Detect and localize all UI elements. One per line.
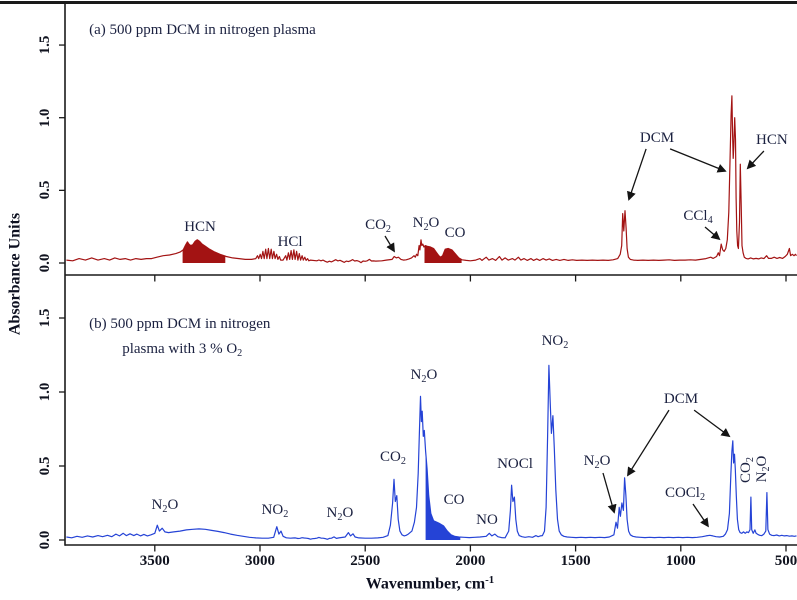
panel-a-label-co2: CO2 <box>365 217 391 236</box>
panel-b-label-co: CO <box>443 492 465 509</box>
panel-a-trace-group <box>66 95 797 264</box>
panel-b-label-no: NO <box>476 512 498 529</box>
panel-b-trace-group <box>66 364 797 540</box>
x-tick-label-1500: 1500 <box>560 553 591 570</box>
x-tick-label-1000: 1000 <box>665 553 696 570</box>
panel-a-label-ccl4: CCl4 <box>683 208 713 227</box>
x-tick-label-3000: 3000 <box>245 553 275 570</box>
panel-b-label-co2: CO2 <box>380 449 406 468</box>
panel-b-label-no2: NO2 <box>541 333 569 352</box>
x-axis-title: Wavenumber, cm-1 <box>365 573 495 593</box>
panel-b-arrow-cocl2-0 <box>692 503 709 528</box>
x-tick-label-2000: 2000 <box>455 553 486 570</box>
panel-a-label-n2o: N2O <box>412 215 440 234</box>
panel-a-band-fill-1 <box>424 245 462 263</box>
panel-a-arrow-hcn-0 <box>746 150 765 170</box>
x-tick-label-2500: 2500 <box>350 553 381 570</box>
x-tick-label-3500: 3500 <box>139 553 170 570</box>
panel-b-title-line-2: plasma with 3 % O2 <box>122 340 243 359</box>
y-tick-label-a-0.5: 0.5 <box>37 180 54 200</box>
panel-a-band-fill-0 <box>182 239 226 263</box>
panel-b-label-n2o: N2O <box>754 455 773 483</box>
panel-b-label-dcm: DCM <box>663 391 699 408</box>
panel-a-label-hcn: HCN <box>184 219 216 236</box>
panel-b-label-nocl: NOCl <box>497 456 533 473</box>
panel-b-arrow-n2o-0 <box>602 472 617 514</box>
y-tick-label-b-1.0: 1.0 <box>37 382 54 402</box>
panel-a-arrow-ccl4-0 <box>704 226 721 241</box>
y-tick-label-b-0.0: 0.0 <box>37 530 54 550</box>
panel-b-arrow-dcm-1 <box>693 409 731 438</box>
panel-a-label-dcm: DCM <box>639 130 675 147</box>
panel-a-arrow-dcm-0 <box>627 148 647 201</box>
y-tick-label-a-1.5: 1.5 <box>37 35 54 55</box>
panel-b-label-no2: NO2 <box>261 502 289 521</box>
panel-a-label-co: CO <box>444 225 466 242</box>
y-tick-label-b-1.5: 1.5 <box>37 308 54 328</box>
panel-b-band-fill-0 <box>425 451 461 540</box>
y-tick-label-b-0.5: 0.5 <box>37 456 54 476</box>
y-axis-title: Absorbance Units <box>6 212 24 336</box>
panel-b-label-n2o: N2O <box>583 453 611 472</box>
panel-a-arrow-co2-0 <box>384 235 395 253</box>
y-tick-label-a-0.0: 0.0 <box>37 253 54 273</box>
panel-b-spectrum-trace <box>66 364 797 540</box>
x-tick-label-500: 500 <box>774 553 797 570</box>
panel-b-label-n2o: N2O <box>151 497 179 516</box>
panel-a-label-hcn: HCN <box>756 132 788 149</box>
panel-a-label-hcl: HCl <box>277 233 303 250</box>
y-tick-label-a-1.0: 1.0 <box>37 108 54 128</box>
panel-b-arrow-dcm-0 <box>627 409 670 477</box>
panel-a-arrow-dcm-1 <box>669 148 727 173</box>
panel-a-title-line-1: (a) 500 ppm DCM in nitrogen plasma <box>89 21 316 38</box>
panel-b-label-cocl2: COCl2 <box>664 485 706 504</box>
panel-b-title-line-1: (b) 500 ppm DCM in nitrogen <box>89 316 271 333</box>
panel-b-label-n2o: N2O <box>326 505 354 524</box>
panel-b-label-n2o: N2O <box>410 367 438 386</box>
panel-a-spectrum-trace <box>66 95 797 264</box>
